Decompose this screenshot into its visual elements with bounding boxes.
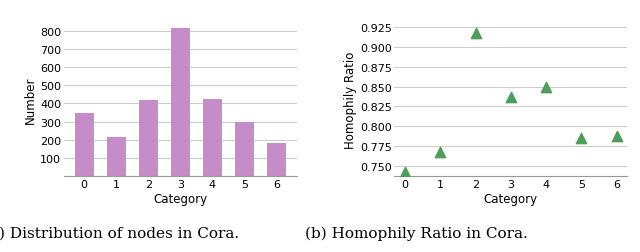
Bar	[75, 113, 94, 176]
Bar	[107, 137, 126, 176]
Point	[541, 86, 551, 90]
Point	[400, 170, 410, 174]
Bar	[171, 28, 190, 176]
Bar	[203, 99, 222, 176]
Point	[470, 32, 481, 36]
Y-axis label: Number: Number	[24, 76, 37, 123]
X-axis label: Category: Category	[154, 192, 207, 205]
X-axis label: Category: Category	[484, 192, 538, 205]
Bar	[139, 101, 158, 176]
Text: (a) Distribution of nodes in Cora.: (a) Distribution of nodes in Cora.	[0, 226, 239, 240]
Point	[506, 96, 516, 100]
Point	[611, 134, 621, 138]
Y-axis label: Homophily Ratio: Homophily Ratio	[344, 51, 357, 148]
Bar	[267, 144, 286, 176]
Point	[435, 150, 445, 154]
Point	[576, 137, 586, 141]
Bar	[235, 122, 254, 176]
Text: (b) Homophily Ratio in Cora.: (b) Homophily Ratio in Cora.	[305, 226, 527, 240]
